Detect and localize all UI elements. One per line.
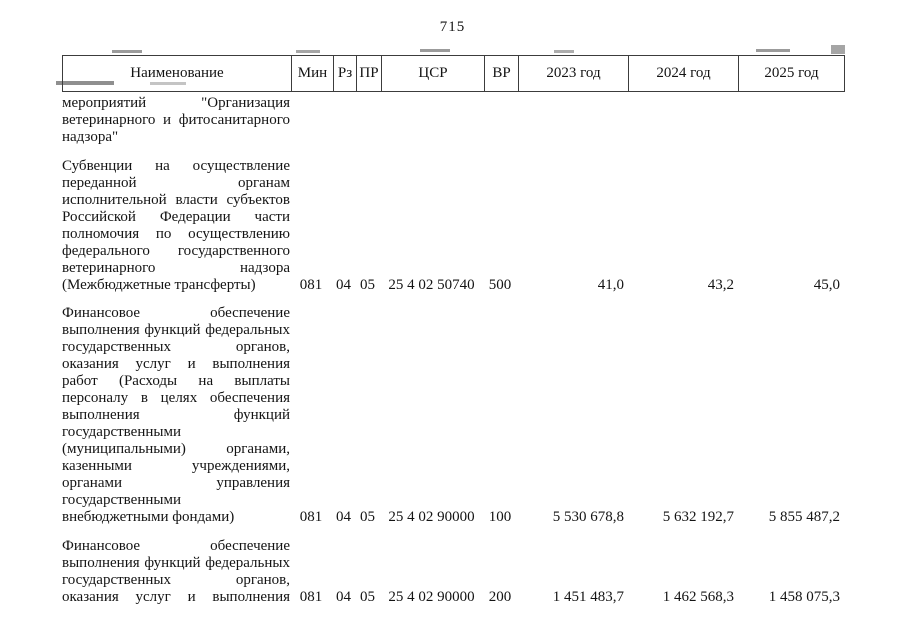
table-row: мероприятий "Организация ветеринарного и … (62, 95, 843, 146)
amount-2025-cell: 45,0 (813, 277, 840, 293)
name-line: надзора" (62, 129, 119, 145)
name-line: Финансовое обеспечение (62, 538, 290, 554)
min-cell: 081 (299, 509, 323, 525)
name-cell: Финансовое обеспечение выполнения функций… (62, 538, 290, 606)
name-line: полномочия по осуществлению (62, 226, 290, 242)
vr-cell: 100 (488, 509, 512, 525)
name-line: государственных органов, (62, 572, 290, 588)
name-line: Российской Федерации части (62, 209, 290, 225)
name-line: государственными (62, 424, 181, 440)
name-line: исполнительной власти субъектов (62, 192, 290, 208)
header-cell-vr: ВР (484, 56, 518, 91)
scan-artifact (56, 81, 114, 85)
amount-2024-cell: 1 462 568,3 (662, 589, 734, 605)
pr-cell: 05 (360, 277, 375, 293)
table-header-row: Наименование Мин Рз ПР ЦСР ВР 2023 год 2… (62, 55, 845, 92)
name-line: Финансовое обеспечение (62, 305, 290, 321)
amount-2023-cell: 41,0 (597, 277, 624, 293)
name-line: казенными учреждениями, (62, 458, 290, 474)
pr-cell: 05 (360, 509, 375, 525)
name-line: (муниципальными) органами, (62, 441, 290, 457)
name-line: ветеринарного надзора (62, 260, 290, 276)
amount-2024-cell: 5 632 192,7 (662, 509, 734, 525)
csr-cell: 25 4 02 90000 (388, 589, 475, 605)
table-row: Финансовое обеспечение выполнения функций… (62, 305, 843, 526)
header-cell-pr: ПР (356, 56, 381, 91)
scan-artifact (554, 50, 574, 53)
csr-cell: 25 4 02 90000 (388, 509, 475, 525)
name-line: федерального государственного (62, 243, 290, 259)
name-line: выполнения функций федеральных (62, 555, 290, 571)
scan-artifact (756, 49, 790, 52)
header-cell-name: Наименование (130, 65, 224, 81)
name-line: внебюджетными фондами) (62, 509, 235, 525)
table-body: мероприятий "Организация ветеринарного и … (62, 95, 843, 606)
scan-artifact (150, 82, 186, 85)
amount-2023-cell: 5 530 678,8 (552, 509, 624, 525)
name-line: государственных органов, (62, 339, 290, 355)
name-line: ветеринарного и фитосанитарного (62, 112, 290, 128)
name-line: персоналу в целях обеспечения (62, 390, 290, 406)
csr-cell: 25 4 02 50740 (388, 277, 475, 293)
name-line: (Межбюджетные трансферты) (62, 277, 256, 293)
amount-2024-cell: 43,2 (707, 277, 734, 293)
min-cell: 081 (299, 589, 323, 605)
header-cell-2023: 2023 год (518, 56, 628, 91)
name-line: государственными (62, 492, 181, 508)
amount-2025-cell: 5 855 487,2 (768, 509, 840, 525)
scan-artifact (112, 50, 142, 53)
min-cell: 081 (299, 277, 323, 293)
rz-cell: 04 (336, 509, 351, 525)
name-line: выполнения функций (62, 407, 290, 423)
name-cell: мероприятий "Организация ветеринарного и … (62, 95, 290, 146)
table-row: Субвенции на осуществление переданной орг… (62, 158, 843, 294)
header-cell-min: Мин (291, 56, 333, 91)
scan-artifact (420, 49, 450, 52)
vr-cell: 200 (488, 589, 512, 605)
name-cell: Финансовое обеспечение выполнения функций… (62, 305, 290, 526)
scan-artifact (831, 45, 845, 54)
amount-2023-cell: 1 451 483,7 (552, 589, 624, 605)
header-cell-rz: Рз (333, 56, 356, 91)
header-cell-csr: ЦСР (381, 56, 484, 91)
pr-cell: 05 (360, 589, 375, 605)
name-line: оказания услуг и выполнения (62, 589, 290, 605)
name-line: Субвенции на осуществление (62, 158, 290, 174)
amount-2025-cell: 1 458 075,3 (768, 589, 840, 605)
scan-artifact (296, 50, 320, 53)
rz-cell: 04 (336, 589, 351, 605)
name-line: органами управления (62, 475, 290, 491)
page-number: 715 (439, 19, 466, 35)
rz-cell: 04 (336, 277, 351, 293)
name-line: мероприятий "Организация (62, 95, 290, 111)
name-line: работ (Расходы на выплаты (62, 373, 290, 389)
budget-table: Наименование Мин Рз ПР ЦСР ВР 2023 год 2… (62, 55, 845, 606)
name-cell: Субвенции на осуществление переданной орг… (62, 158, 290, 294)
table-row: Финансовое обеспечение выполнения функций… (62, 538, 843, 606)
name-line: переданной органам (62, 175, 290, 191)
header-cell-2025: 2025 год (738, 56, 844, 91)
name-line: выполнения функций федеральных (62, 322, 290, 338)
header-cell-2024: 2024 год (628, 56, 738, 91)
name-line: оказания услуг и выполнения (62, 356, 290, 372)
vr-cell: 500 (488, 277, 512, 293)
